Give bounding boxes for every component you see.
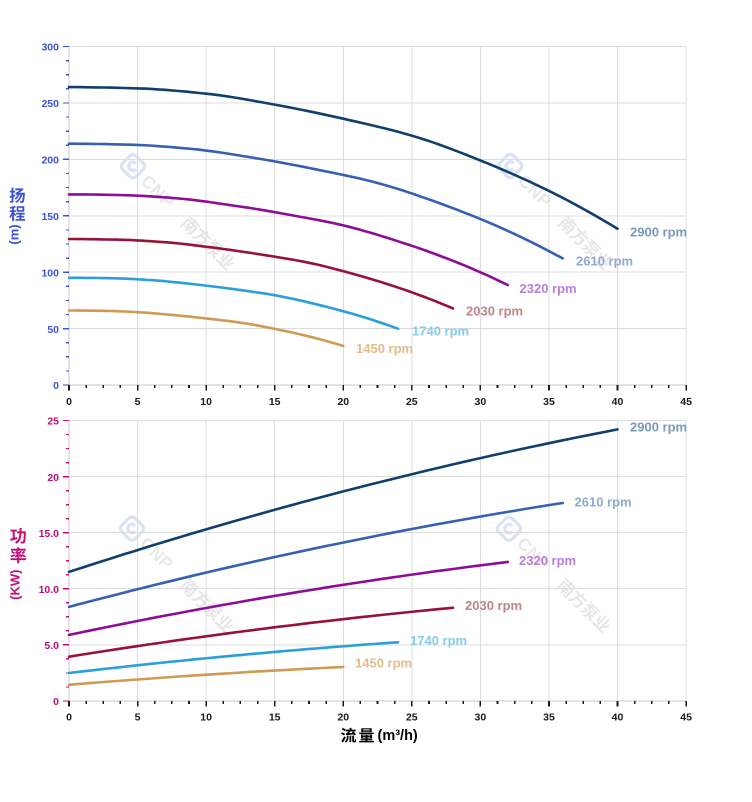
svg-text:35: 35: [543, 396, 555, 408]
svg-text:20: 20: [337, 712, 349, 724]
svg-text:(m): (m): [7, 224, 22, 244]
svg-text:0: 0: [53, 380, 59, 392]
svg-text:0: 0: [66, 396, 72, 408]
svg-text:25: 25: [406, 396, 418, 408]
svg-text:10.0: 10.0: [39, 584, 60, 596]
svg-text:10: 10: [200, 712, 212, 724]
svg-text:2900 rpm: 2900 rpm: [630, 225, 687, 240]
svg-text:30: 30: [475, 712, 487, 724]
svg-text:1450 rpm: 1450 rpm: [356, 341, 413, 356]
svg-text:(KW): (KW): [7, 570, 22, 600]
svg-text:5: 5: [135, 396, 141, 408]
svg-text:30: 30: [475, 396, 487, 408]
svg-text:1740 rpm: 1740 rpm: [412, 324, 469, 339]
svg-text:15.0: 15.0: [39, 528, 60, 540]
svg-text:20: 20: [337, 396, 349, 408]
svg-text:40: 40: [612, 712, 624, 724]
svg-text:15: 15: [269, 396, 281, 408]
svg-text:25: 25: [406, 712, 418, 724]
svg-text:200: 200: [41, 155, 59, 167]
svg-text:45: 45: [680, 396, 692, 408]
svg-text:300: 300: [41, 42, 59, 54]
svg-text:10: 10: [200, 396, 212, 408]
svg-text:45: 45: [680, 712, 692, 724]
svg-text:1740 rpm: 1740 rpm: [410, 633, 467, 648]
svg-text:2030 rpm: 2030 rpm: [465, 598, 522, 613]
svg-text:150: 150: [41, 211, 59, 223]
svg-text:40: 40: [612, 396, 624, 408]
svg-text:25: 25: [47, 416, 59, 428]
svg-text:2900 rpm: 2900 rpm: [630, 420, 687, 435]
svg-text:2610 rpm: 2610 rpm: [575, 495, 632, 510]
svg-text:2610 rpm: 2610 rpm: [576, 254, 633, 269]
svg-text:0: 0: [66, 712, 72, 724]
svg-text:35: 35: [543, 712, 555, 724]
svg-text:1450 rpm: 1450 rpm: [355, 656, 412, 671]
svg-text:2320 rpm: 2320 rpm: [519, 553, 576, 568]
svg-text:250: 250: [41, 98, 59, 110]
svg-text:0: 0: [53, 696, 59, 708]
svg-text:20: 20: [47, 472, 59, 484]
svg-text:15: 15: [269, 712, 281, 724]
svg-text:5.0: 5.0: [44, 640, 59, 652]
svg-text:2320 rpm: 2320 rpm: [520, 281, 577, 296]
svg-text:(m³/h): (m³/h): [378, 728, 418, 744]
svg-text:100: 100: [41, 267, 59, 279]
svg-text:2030 rpm: 2030 rpm: [466, 304, 523, 319]
svg-text:50: 50: [47, 324, 59, 336]
svg-text:5: 5: [135, 712, 141, 724]
